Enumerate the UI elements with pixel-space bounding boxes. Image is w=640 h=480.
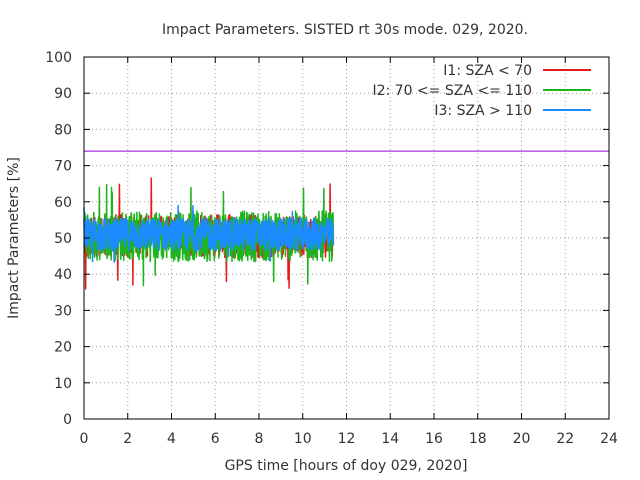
y-tick-label: 70 <box>54 159 72 175</box>
legend: I1: SZA < 70 I2: 70 <= SZA <= 110 I3: SZA … <box>372 63 591 119</box>
x-tick-label: 12 <box>338 431 356 447</box>
y-tick-label: 90 <box>54 86 72 102</box>
y-tick-label: 30 <box>54 303 72 319</box>
legend-label: I1: SZA < 70 <box>443 63 532 79</box>
chart-title: Impact Parameters. SISTED rt 30s mode. 0… <box>162 22 528 38</box>
x-tick-label: 20 <box>513 431 531 447</box>
x-tick-label: 4 <box>167 431 176 447</box>
series-3-line <box>83 204 335 263</box>
legend-label: I2: 70 <= SZA <= 110 <box>372 83 532 99</box>
x-tick-label: 10 <box>294 431 312 447</box>
y-axis-label: Impact Parameters [%] <box>6 157 22 319</box>
x-tick-label: 16 <box>425 431 443 447</box>
y-tick-label: 10 <box>54 376 72 392</box>
x-tick-label: 2 <box>123 431 132 447</box>
y-tick-label: 80 <box>54 122 72 138</box>
x-tick-label: 22 <box>556 431 574 447</box>
data-layer <box>83 177 335 290</box>
x-axis-label: GPS time [hours of doy 029, 2020] <box>225 458 468 474</box>
x-tick-label: 14 <box>381 431 399 447</box>
y-tick-label: 0 <box>63 412 72 428</box>
y-tick-label: 50 <box>54 231 72 247</box>
y-tick-label: 20 <box>54 340 72 356</box>
y-tick-label: 40 <box>54 267 72 283</box>
x-tick-label: 6 <box>211 431 220 447</box>
legend-label: I3: SZA > 110 <box>434 103 532 119</box>
y-tick-label: 100 <box>45 50 72 66</box>
x-tick-label: 0 <box>80 431 89 447</box>
x-tick-label: 18 <box>469 431 487 447</box>
x-tick-label: 24 <box>600 431 618 447</box>
axis-ticks: 0 2 4 6 8 10 12 14 16 18 20 22 240102030405060708090… <box>45 50 618 447</box>
x-tick-label: 8 <box>255 431 264 447</box>
y-tick-label: 60 <box>54 195 72 211</box>
